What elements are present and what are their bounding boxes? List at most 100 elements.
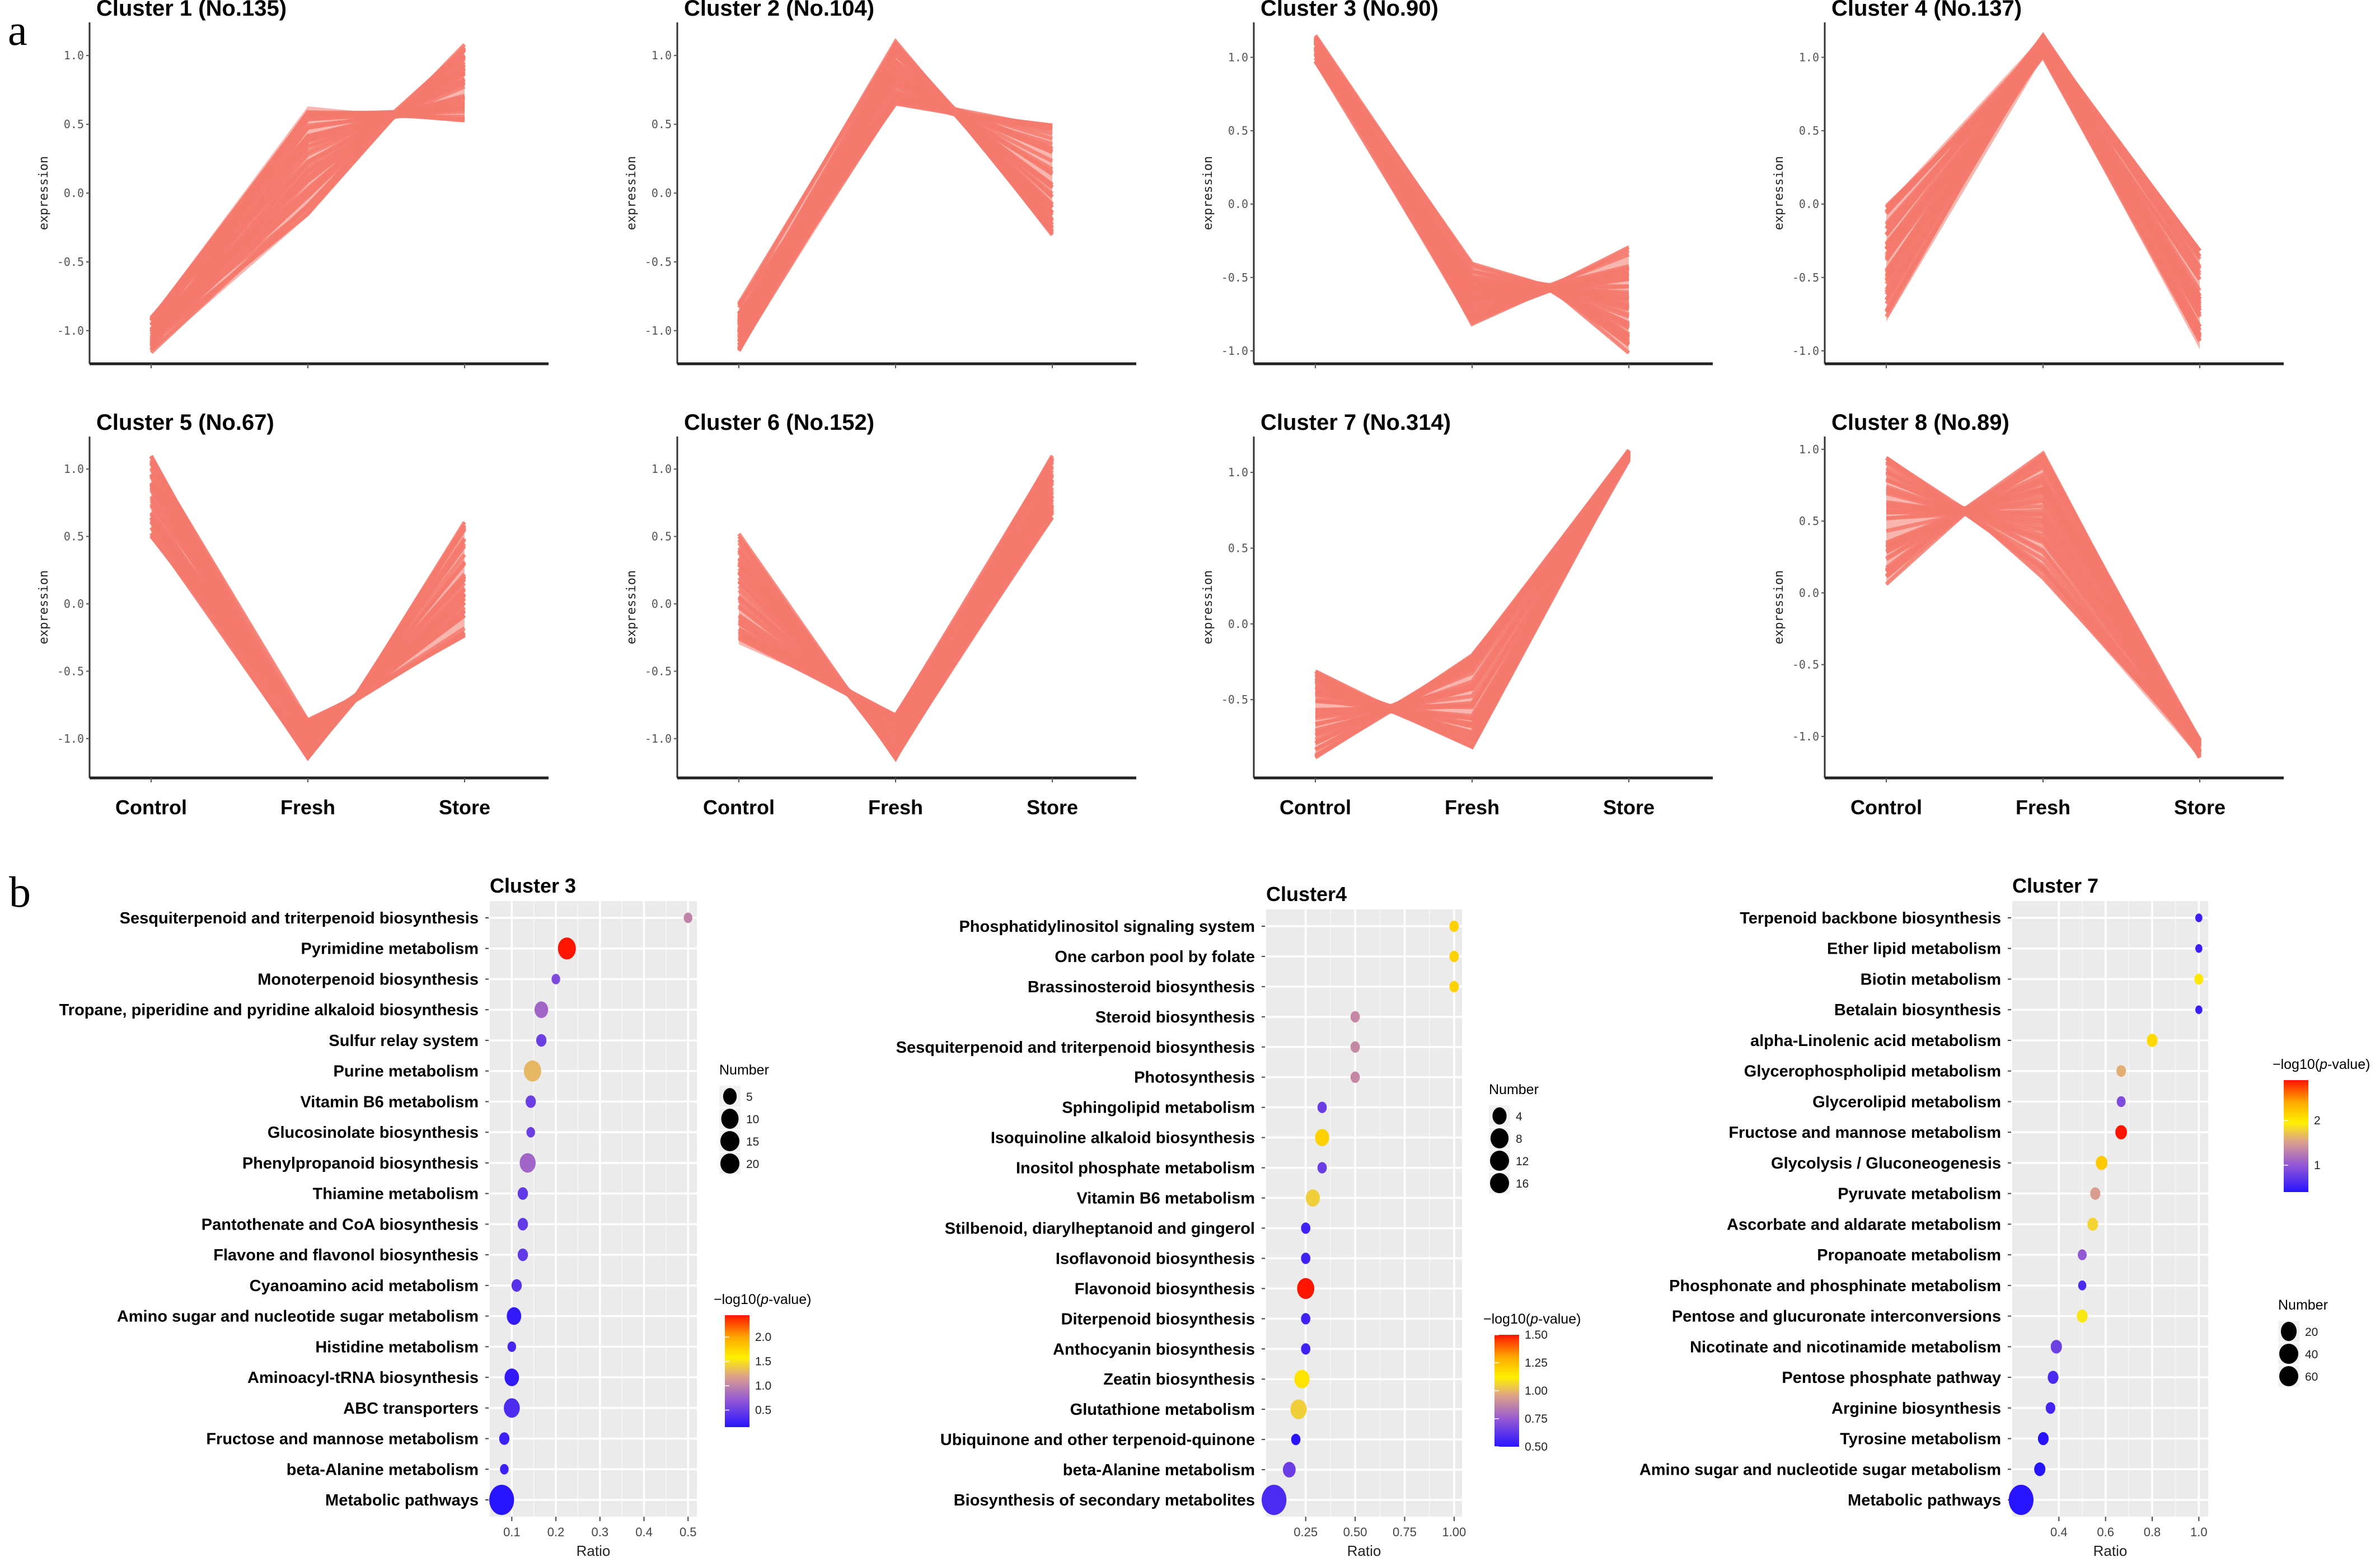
pathway-label: Amino sugar and nucleotide sugar metabol… [1639, 1461, 2001, 1479]
pathway-label: Stilbenoid, diarylheptanoid and gingerol [945, 1219, 1255, 1237]
color-legend-title: −log10(p-value) [2273, 1057, 2370, 1072]
pathway-label: Diterpenoid biosynthesis [1061, 1310, 1255, 1328]
pathway-label: Vitamin B6 metabolism [300, 1093, 479, 1111]
gene-expression-line [1314, 41, 1629, 294]
pathway-bubble [2195, 913, 2203, 922]
pathway-label: Nicotinate and nicotinamide metabolism [1690, 1338, 2001, 1356]
expression-envelope [151, 456, 465, 759]
expression-envelope [1886, 35, 2200, 350]
y-axis-label: expression [1772, 156, 1786, 230]
y-tick-label: -0.5 [1792, 271, 1819, 284]
gene-lines [1884, 32, 2202, 350]
gene-lines [1885, 450, 2202, 759]
y-tick-label: 1.0 [64, 462, 84, 476]
y-tick-label: -1.0 [1792, 730, 1819, 743]
pathway-bubble [526, 1127, 535, 1138]
pathway-label: Pentose phosphate pathway [1782, 1369, 2001, 1387]
pathway-label: Monoterpenoid biosynthesis [257, 970, 479, 988]
pathway-label: Tyrosine metabolism [1840, 1430, 2001, 1448]
pathway-label: Terpenoid backbone biosynthesis [1740, 909, 2001, 927]
gene-lines [1313, 34, 1631, 355]
pathway-bubble [504, 1368, 519, 1386]
color-legend-title-suffix: -value) [1538, 1311, 1581, 1327]
pathway-label: Sphingolipid metabolism [1062, 1099, 1255, 1117]
y-tick-label: -1.0 [1221, 344, 1248, 358]
expression-envelope [1315, 449, 1629, 759]
pathway-bubble [2116, 1096, 2126, 1108]
x-tick-label: 0.2 [547, 1525, 565, 1539]
color-legend: −log10(p-value) 1 2 [2273, 1057, 2370, 1192]
size-legend-dot [2280, 1321, 2297, 1341]
size-legend: Number 5 10 15 20 [719, 1062, 769, 1174]
x-category-label: Control [1280, 796, 1351, 819]
chart-title: Cluster 3 [490, 874, 576, 897]
gene-expression-line [737, 466, 1054, 719]
pathway-label: alpha-Linolenic acid metabolism [1750, 1032, 2001, 1050]
cluster-profile-chart: Cluster 7 (No.314) 1.0 0.5 0.0 -0.5 expressio… [1201, 410, 1713, 819]
pathway-bubble [2050, 1340, 2062, 1354]
pathway-label: Biosynthesis of secondary metabolites [954, 1491, 1255, 1509]
gene-expression-line [1314, 43, 1630, 289]
cluster-profile-chart: Cluster 1 (No.135) 1.0 0.5 0.0 -0.5 -1.0 expre… [37, 0, 549, 368]
y-axis-label: expression [625, 156, 639, 230]
pathway-bubble [2116, 1065, 2126, 1077]
pathway-bubble [536, 1034, 547, 1047]
y-axis-label: expression [1201, 156, 1215, 230]
pathway-label: Sulfur relay system [329, 1032, 479, 1050]
expression-envelope [1886, 452, 2200, 758]
y-axis-label: expression [625, 570, 639, 644]
gene-expression-line [1314, 41, 1629, 295]
pathway-bubble [2115, 1125, 2128, 1139]
y-tick-label: -0.5 [1221, 271, 1248, 284]
pathway-bubble [1291, 1433, 1301, 1446]
y-tick-label: 1.0 [1799, 50, 1819, 64]
panel-b-label: b [9, 867, 31, 916]
pathway-bubble [1294, 1369, 1310, 1389]
y-tick-label: -1.0 [645, 324, 672, 337]
size-legend: Number 20 40 60 [2278, 1297, 2328, 1387]
pathway-bubble [2087, 1217, 2098, 1231]
pathway-bubble [511, 1279, 522, 1292]
chart-title: Cluster 6 (No.152) [684, 410, 874, 435]
x-axis-label: Ratio [577, 1542, 611, 1559]
pathway-label: Glycerolipid metabolism [1812, 1093, 2001, 1111]
y-tick-label: 0.0 [64, 186, 84, 200]
y-tick-label: -0.5 [1792, 658, 1819, 672]
pathway-label: Ascorbate and aldarate metabolism [1727, 1216, 2001, 1233]
y-tick-label: 1.0 [1799, 443, 1819, 456]
pathway-label: Inositol phosphate metabolism [1016, 1160, 1255, 1178]
size-legend-value: 4 [1516, 1110, 1522, 1123]
y-tick-label: 1.0 [652, 49, 672, 62]
x-category-label: Store [1027, 796, 1078, 819]
cluster-profile-chart: Cluster 6 (No.152) 1.0 0.5 0.0 -0.5 -1.0 expre… [625, 410, 1136, 819]
pathway-label: Amino sugar and nucleotide sugar metabol… [117, 1308, 479, 1326]
cluster-profile-chart: Cluster 8 (No.89) 1.0 0.5 0.0 -0.5 -1.0 expres… [1772, 410, 2284, 819]
pathway-bubble [1449, 920, 1459, 932]
colorbar-tick-label: 1.25 [1525, 1357, 1548, 1369]
chart-title: Cluster 3 (No.90) [1261, 0, 1439, 21]
pathway-bubble [504, 1398, 520, 1418]
colorbar [2284, 1080, 2308, 1192]
x-tick-label: 1.00 [1442, 1525, 1466, 1539]
pathway-label: Isoflavonoid biosynthesis [1056, 1250, 1255, 1268]
pathway-bubble [517, 1187, 528, 1200]
color-legend-title: −log10(p-value) [1483, 1311, 1581, 1327]
pathway-label: Glycolysis / Gluconeogenesis [1771, 1155, 2001, 1172]
gene-lines [737, 38, 1054, 352]
pathway-bubble [519, 1153, 536, 1173]
pathway-bubble [1305, 1189, 1320, 1207]
y-tick-label: 0.0 [1228, 198, 1248, 211]
panel-a-cluster-profiles: Cluster 1 (No.135) 1.0 0.5 0.0 -0.5 -1.0 expre… [37, 0, 2284, 819]
pathway-label: Phosphatidylinositol signaling system [959, 918, 1255, 936]
color-legend-title-italic: p [1530, 1311, 1538, 1327]
size-legend-dot [1492, 1107, 1507, 1125]
gene-expression-line [1314, 35, 1629, 288]
y-tick-label: 0.5 [1228, 124, 1248, 138]
gene-expression-line [1314, 36, 1629, 291]
pathway-label: Brassinosteroid biosynthesis [1028, 978, 1255, 996]
pathway-bubble [2008, 1485, 2034, 1515]
y-tick-label: 0.5 [64, 118, 84, 131]
y-axis-label: expression [37, 156, 51, 230]
color-legend-title-italic: p [2319, 1057, 2327, 1072]
